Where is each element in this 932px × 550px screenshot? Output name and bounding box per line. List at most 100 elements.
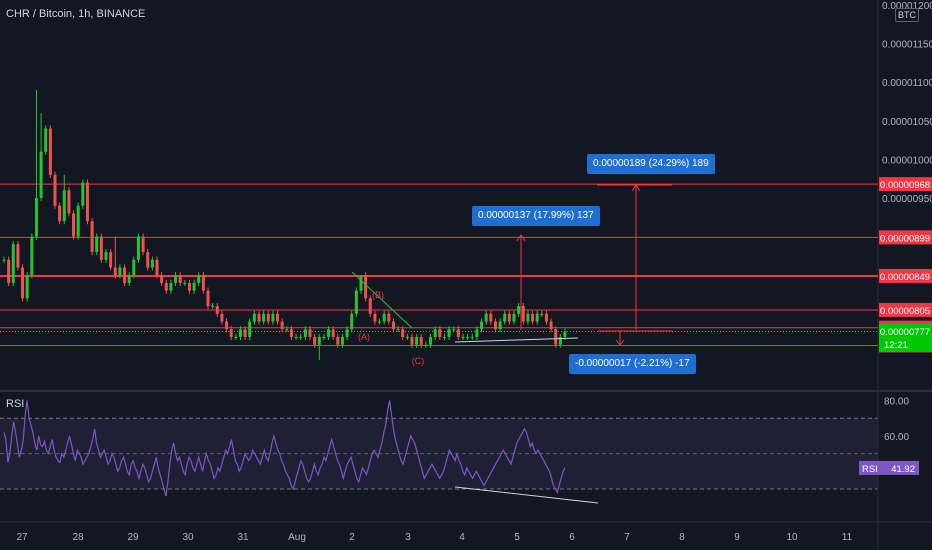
candle-body bbox=[127, 275, 131, 283]
measure-callout-top[interactable]: 0.00000189 (24.29%) 189 bbox=[587, 154, 715, 174]
candle-body bbox=[252, 313, 256, 322]
wave-label: (B) bbox=[372, 290, 384, 300]
candle-body bbox=[470, 336, 474, 338]
candle-body bbox=[498, 321, 502, 330]
wave-label: (A) bbox=[358, 332, 370, 342]
candle-body bbox=[90, 221, 94, 253]
candle-body bbox=[364, 275, 368, 299]
time-tick-label: 28 bbox=[72, 532, 84, 543]
candle-body bbox=[456, 329, 460, 337]
rsi-tick-label: 60.00 bbox=[884, 432, 909, 443]
candle-body bbox=[303, 329, 307, 337]
candle-body bbox=[104, 252, 108, 260]
candle-body bbox=[526, 313, 530, 322]
candle-body bbox=[484, 313, 488, 322]
candle-body bbox=[285, 329, 289, 331]
candle-body bbox=[81, 182, 85, 206]
candle-body bbox=[220, 313, 224, 322]
candle-body bbox=[503, 313, 507, 322]
level-tag-label: 0.00000899 bbox=[880, 233, 930, 244]
candle-body bbox=[72, 213, 76, 237]
candle-body bbox=[317, 336, 321, 345]
candle-body bbox=[7, 259, 11, 283]
time-tick-label: 27 bbox=[16, 532, 28, 543]
current-price-label: 0.00000777 bbox=[880, 327, 930, 338]
candle-body bbox=[368, 298, 372, 314]
candle-body bbox=[34, 198, 38, 237]
candle-body bbox=[136, 236, 140, 260]
measure-callout-middle[interactable]: 0.00000137 (17.99%) 137 bbox=[472, 206, 600, 226]
candle-body bbox=[438, 329, 442, 337]
measure-callout-bottom[interactable]: -0.00000017 (-2.21%) -17 bbox=[569, 354, 696, 374]
candle-body bbox=[531, 313, 535, 322]
candle-body bbox=[21, 267, 25, 299]
time-tick-label: 30 bbox=[182, 532, 194, 543]
candle-body bbox=[280, 321, 284, 330]
candle-body bbox=[164, 282, 168, 291]
candle-body bbox=[169, 282, 173, 291]
candle-body bbox=[262, 313, 266, 322]
candle-body bbox=[132, 259, 136, 276]
candle-body bbox=[39, 151, 43, 198]
candle-body bbox=[201, 275, 205, 291]
candle-body bbox=[85, 182, 89, 222]
candle-body bbox=[350, 313, 354, 330]
candle-body bbox=[336, 336, 340, 345]
candle-body bbox=[243, 329, 247, 337]
wave-trend-line bbox=[351, 271, 413, 329]
candle-body bbox=[424, 344, 428, 346]
candle-body bbox=[178, 275, 182, 283]
candle-body bbox=[187, 282, 191, 291]
time-tick-label: 2 bbox=[349, 532, 355, 543]
candle-body bbox=[2, 259, 6, 261]
candle-body bbox=[174, 275, 178, 283]
candle-body bbox=[48, 128, 52, 175]
candle-body bbox=[378, 321, 382, 323]
candle-body bbox=[340, 336, 344, 345]
candle-body bbox=[123, 267, 127, 283]
candle-body bbox=[44, 128, 48, 152]
candle-body bbox=[25, 275, 29, 299]
candle-body bbox=[276, 313, 280, 322]
candle-body bbox=[225, 321, 229, 330]
rsi-value-tag bbox=[859, 460, 919, 475]
candle-body bbox=[155, 259, 159, 276]
candle-body bbox=[475, 329, 479, 337]
rsi-divergence-line bbox=[454, 486, 599, 504]
time-tick-label: 4 bbox=[459, 532, 465, 543]
candle-body bbox=[327, 329, 331, 337]
candle-body bbox=[419, 336, 423, 345]
candle-body bbox=[53, 174, 57, 206]
candle-body bbox=[141, 236, 145, 253]
candle-body bbox=[521, 306, 525, 322]
candle-body bbox=[67, 190, 71, 214]
price-tick-label: 0.00001100 bbox=[882, 78, 932, 89]
candle-body bbox=[308, 329, 312, 337]
candle-body bbox=[30, 236, 34, 276]
candle-body bbox=[558, 336, 562, 345]
candle-body bbox=[461, 336, 465, 338]
candle-body bbox=[433, 329, 437, 337]
level-tag-label: 0.00000968 bbox=[880, 180, 930, 191]
currency-badge[interactable]: BTC bbox=[895, 8, 919, 22]
candle-body bbox=[554, 329, 558, 345]
measure-arrowhead-middle bbox=[516, 234, 526, 242]
price-tick-label: 0.00001150 bbox=[882, 40, 932, 51]
time-tick-label: 9 bbox=[734, 532, 740, 543]
candle-body bbox=[109, 252, 113, 268]
level-tag bbox=[879, 268, 932, 283]
candle-body bbox=[391, 321, 395, 330]
candle-body bbox=[248, 321, 252, 337]
candle-body bbox=[331, 329, 335, 337]
candle-body bbox=[535, 313, 539, 322]
candle-countdown: 12:21 bbox=[884, 340, 908, 351]
candle-body bbox=[95, 236, 99, 253]
level-tag-label: 0.00000849 bbox=[880, 272, 930, 283]
candle-body bbox=[197, 275, 201, 283]
candle-body bbox=[544, 313, 548, 322]
candle-body bbox=[192, 282, 196, 291]
candle-body bbox=[234, 336, 238, 338]
candle-body bbox=[238, 329, 242, 337]
time-tick-label: Aug bbox=[288, 532, 306, 543]
